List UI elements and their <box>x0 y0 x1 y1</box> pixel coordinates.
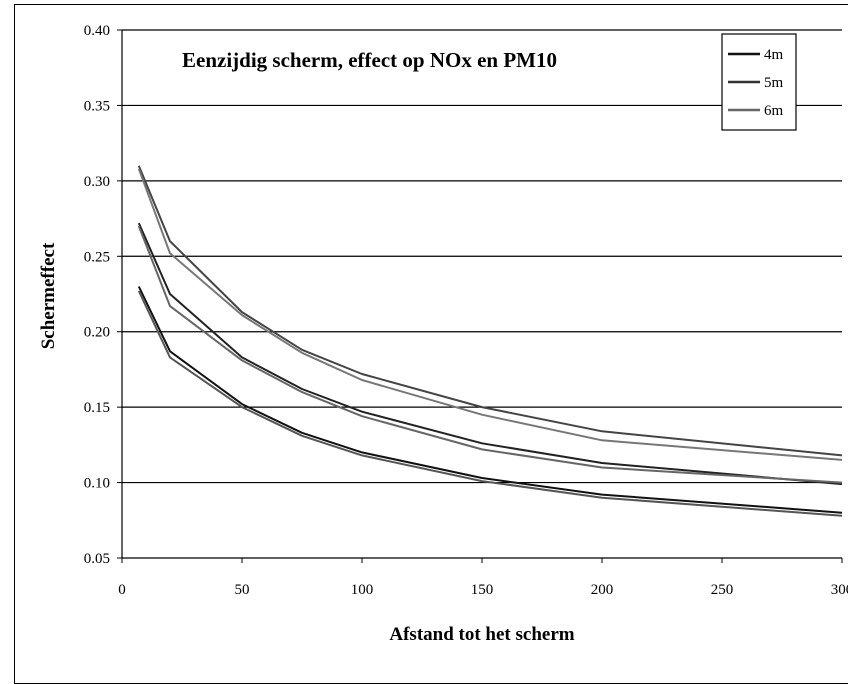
series-line-5m-2 <box>137 222 843 486</box>
x-tick-label: 300 <box>831 582 848 598</box>
legend: 4m 5m 6m <box>721 33 797 131</box>
x-tick-label: 100 <box>351 582 374 598</box>
x-tick-label: 0 <box>118 582 126 598</box>
series-line-5m-3 <box>137 225 843 484</box>
y-tick-labels: 0.05 0.10 0.15 0.20 0.25 0.30 0.35 0.40 <box>84 23 110 567</box>
series-line-4m-1 <box>137 290 843 517</box>
series-line-6m-4 <box>137 165 843 457</box>
x-tick-label: 200 <box>591 582 614 598</box>
y-tick-label: 0.10 <box>84 476 110 492</box>
series-line-4m-0 <box>137 286 843 514</box>
legend-label: 4m <box>764 47 784 63</box>
y-tick-label: 0.15 <box>84 400 110 416</box>
y-tick-label: 0.30 <box>84 174 110 190</box>
chart-title: Eenzijdig scherm, effect op NOx en PM10 <box>182 48 557 72</box>
series-line-6m-5 <box>137 168 843 461</box>
y-tick-label: 0.25 <box>84 249 110 265</box>
series-lines <box>137 165 843 517</box>
legend-label: 5m <box>764 75 784 91</box>
y-tick-label: 0.40 <box>84 23 110 39</box>
x-tick-label: 150 <box>471 582 494 598</box>
line-chart: 0.05 0.10 0.15 0.20 0.25 0.30 0.35 0.40 0 50 100 1… <box>38 23 848 645</box>
y-tick-label: 0.35 <box>84 98 110 114</box>
y-tick-label: 0.05 <box>84 551 110 567</box>
axes <box>117 29 843 563</box>
x-tick-labels: 0 50 100 150 200 250 300 <box>118 582 848 598</box>
x-axis-title: Afstand tot het scherm <box>389 624 574 645</box>
x-tick-label: 50 <box>235 582 250 598</box>
y-axis-title: Schermeffect <box>38 242 59 349</box>
x-tick-label: 250 <box>711 582 734 598</box>
legend-label: 6m <box>764 103 784 119</box>
y-tick-label: 0.20 <box>84 325 110 341</box>
